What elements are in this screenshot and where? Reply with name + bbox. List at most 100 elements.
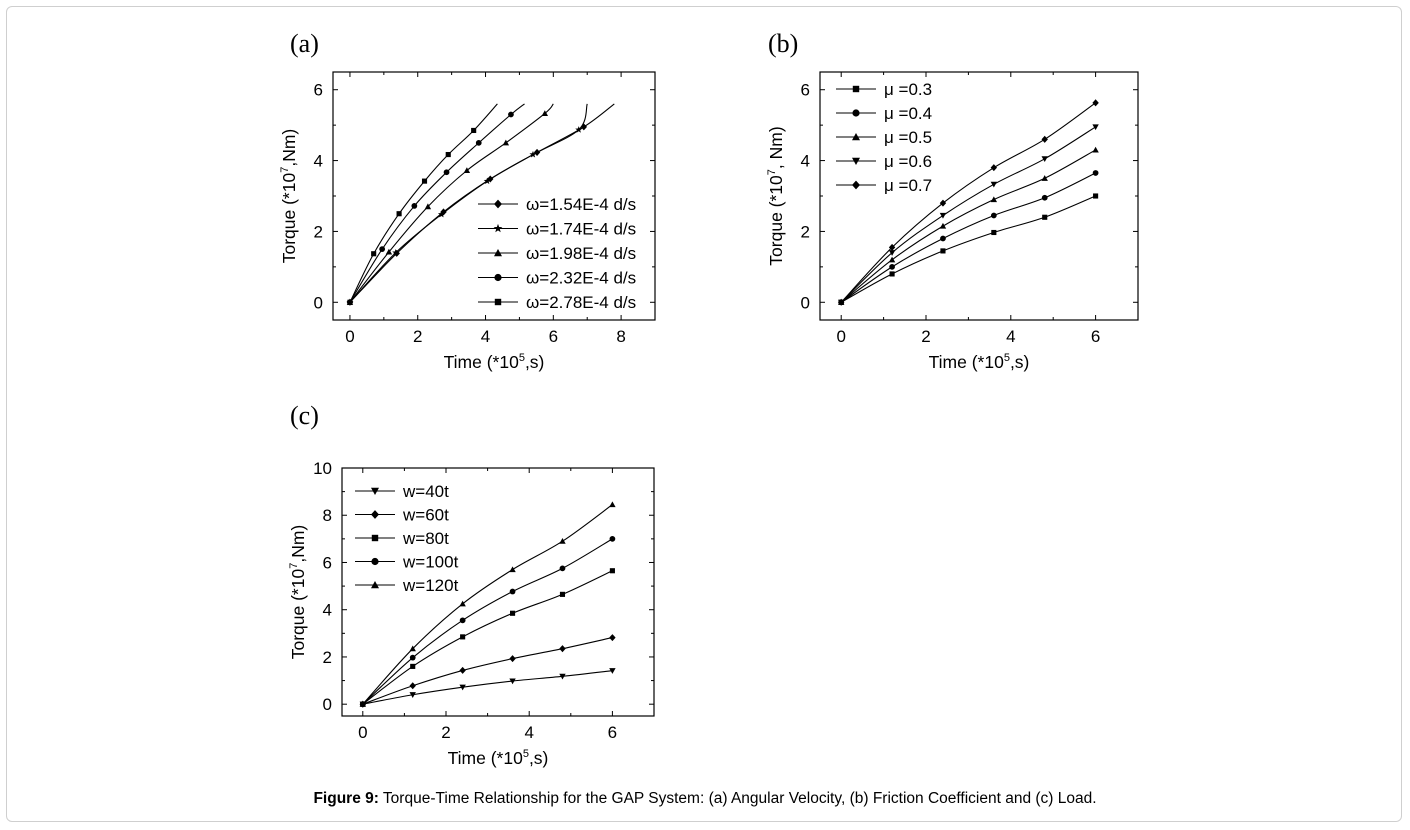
x-tick-label: 2: [441, 723, 450, 742]
series-line: [362, 504, 613, 705]
y-tick-label: 0: [314, 293, 323, 312]
data-point: [990, 164, 998, 172]
data-point: [1093, 193, 1099, 199]
data-point: [541, 110, 549, 117]
figure-caption: Figure 9: Torque-Time Relationship for t…: [0, 790, 1410, 808]
legend-label: ω=1.98E-4 d/s: [526, 244, 636, 263]
data-point: [888, 250, 896, 256]
data-point: [609, 535, 616, 542]
data-point: [1041, 194, 1048, 201]
legend-marker: [494, 249, 502, 257]
legend-marker: [494, 298, 502, 306]
x-tick-label: 0: [836, 327, 845, 346]
legend-marker: [493, 223, 503, 233]
data-point: [838, 298, 845, 306]
data-point: [509, 678, 516, 685]
y-tick-label: 4: [801, 152, 810, 171]
legend-marker: [852, 157, 860, 165]
data-point: [509, 566, 516, 573]
y-axis-label: Torque (*107, Nm): [766, 126, 786, 265]
legend-marker: [852, 133, 860, 141]
data-point: [1092, 146, 1099, 153]
series-line: [362, 538, 613, 705]
data-point: [1041, 156, 1048, 162]
panel-label: (b): [768, 29, 798, 58]
chart-panel-1: (b) 0 2 4 6 0 2 4 6 Time (*105,s) Torque (*107, Nm…: [766, 29, 1139, 372]
data-point: [888, 243, 896, 251]
data-point: [471, 127, 477, 134]
data-point: [939, 212, 947, 219]
legend-marker: [371, 581, 379, 589]
legend-label: w=40t: [402, 482, 449, 501]
data-point: [559, 538, 566, 544]
legend-label: μ =0.5: [884, 128, 932, 147]
data-point: [990, 196, 998, 203]
data-point: [371, 251, 377, 257]
x-axis-label: Time (*105,s): [448, 748, 549, 768]
series-line: [349, 103, 554, 303]
x-tick-label: 4: [524, 723, 533, 742]
data-point: [1092, 124, 1099, 131]
data-point: [359, 700, 366, 707]
y-tick-label: 8: [323, 506, 332, 525]
data-point: [445, 151, 451, 158]
x-axis-label: Time (*105,s): [929, 352, 1030, 372]
data-point: [410, 663, 416, 669]
data-point: [1041, 135, 1048, 143]
data-point: [609, 501, 616, 508]
data-point: [379, 246, 386, 253]
data-point: [460, 634, 466, 640]
figure-frame: [6, 6, 1402, 822]
legend-label: ω=1.54E-4 d/s: [526, 195, 636, 214]
data-point: [991, 229, 997, 236]
legend-marker: [371, 487, 379, 495]
data-point: [409, 654, 416, 661]
y-tick-label: 0: [323, 695, 332, 714]
data-point: [559, 591, 566, 597]
data-point: [424, 203, 432, 210]
series-line: [840, 149, 1096, 303]
x-tick-label: 4: [1006, 327, 1015, 346]
series-line: [840, 195, 1096, 303]
data-point: [990, 212, 997, 219]
data-point: [421, 178, 428, 184]
plot-frame: [341, 467, 655, 717]
y-tick-label: 4: [323, 601, 332, 620]
data-point: [463, 167, 471, 174]
data-point: [411, 203, 418, 209]
data-point: [1041, 175, 1048, 181]
y-axis-label: Torque (*107,Nm): [279, 129, 299, 264]
data-point: [889, 263, 895, 270]
x-tick-label: 0: [345, 327, 354, 346]
series-line: [840, 172, 1096, 303]
y-tick-label: 6: [801, 81, 810, 100]
data-point: [1092, 170, 1099, 176]
data-point: [559, 673, 566, 680]
legend-label: w=60t: [402, 506, 449, 525]
x-tick-label: 0: [358, 723, 367, 742]
data-point: [533, 148, 541, 156]
series-line: [362, 670, 613, 705]
data-point: [888, 256, 896, 263]
series-line: [362, 570, 613, 705]
data-point: [508, 111, 514, 118]
chart-panel-2: (c) 0 2 4 6 0 2 4 6 8 10 Time (*105,s) Torque (*107,…: [288, 401, 655, 768]
series-line: [840, 126, 1096, 303]
panel-label: (c): [290, 401, 319, 430]
y-tick-label: 2: [314, 222, 323, 241]
y-axis-label: Torque (*107,Nm): [288, 525, 308, 660]
legend-label: μ =0.3: [884, 80, 932, 99]
data-point: [409, 645, 416, 652]
legend-marker: [371, 534, 379, 542]
y-tick-label: 2: [323, 648, 332, 667]
x-tick-label: 6: [549, 327, 558, 346]
data-point: [559, 645, 566, 653]
data-point: [459, 666, 466, 674]
legend-label: w=80t: [402, 529, 449, 548]
data-point: [559, 565, 566, 572]
legend-label: w=120t: [402, 576, 459, 595]
x-tick-label: 6: [608, 723, 617, 742]
y-tick-label: 10: [313, 459, 332, 478]
